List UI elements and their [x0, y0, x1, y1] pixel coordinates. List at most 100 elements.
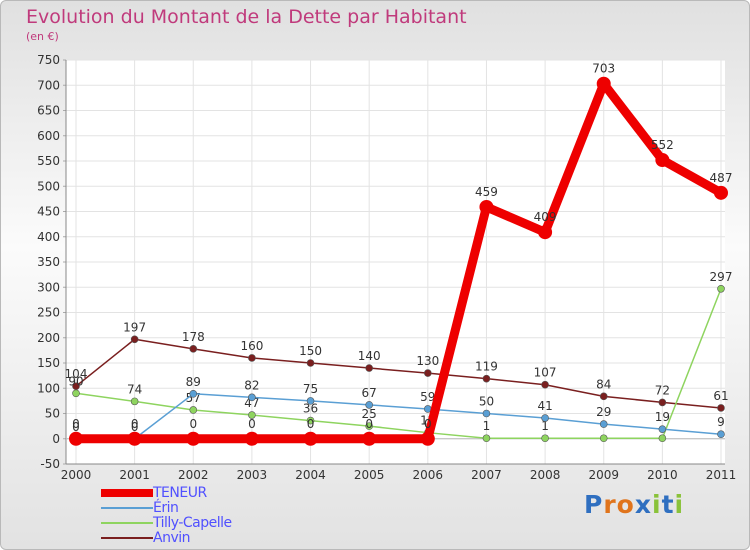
data-point--rin — [482, 409, 491, 418]
y-tick-label: 50 — [45, 407, 60, 421]
data-point-tilly-capelle — [599, 434, 608, 443]
data-label--rin: 19 — [655, 410, 670, 424]
data-point-anvin — [541, 380, 549, 389]
x-tick-label: 2011 — [706, 468, 737, 482]
series-line-anvin — [75, 338, 722, 409]
data-point-anvin — [717, 404, 725, 412]
data-label-anvin: 84 — [596, 377, 611, 391]
data-point--rin — [599, 420, 608, 428]
data-point--rin — [248, 393, 256, 402]
x-tick-label: 2010 — [647, 468, 678, 482]
data-label-anvin: 178 — [182, 330, 205, 344]
x-tick-label: 2005 — [354, 468, 385, 482]
data-point-anvin — [189, 345, 198, 353]
x-tick-label: 2002 — [178, 468, 209, 482]
data-point--rin — [189, 390, 198, 398]
legend-swatch — [101, 522, 153, 524]
data-label-teneur: 0 — [72, 417, 80, 431]
data-label-teneur: 0 — [307, 417, 315, 431]
series-line-teneur — [71, 79, 726, 444]
data-label-anvin: 197 — [123, 320, 146, 334]
data-point-teneur — [303, 431, 318, 446]
data-label-anvin: 61 — [713, 389, 728, 403]
data-label--rin: 89 — [186, 375, 201, 389]
y-tick-label: 0 — [52, 432, 60, 446]
data-point-teneur — [714, 185, 728, 200]
data-point-anvin — [424, 369, 432, 377]
data-label-anvin: 104 — [65, 367, 88, 381]
chart-title: Evolution du Montant de la Dette par Hab… — [26, 6, 467, 28]
x-tick-label: 2004 — [295, 468, 326, 482]
data-point-teneur — [538, 225, 553, 240]
y-tick-label: 700 — [37, 78, 60, 92]
data-label-tilly-capelle: 36 — [303, 402, 318, 416]
data-point-anvin — [482, 374, 491, 383]
y-tick-label: 750 — [37, 53, 60, 67]
legend-label: Tilly-Capelle — [153, 515, 232, 531]
data-point-tilly-capelle — [717, 284, 725, 293]
data-label-anvin: 130 — [416, 354, 439, 368]
x-tick-label: 2001 — [119, 468, 150, 482]
series-line-tilly-capelle — [75, 288, 722, 439]
series-line--rin — [75, 393, 722, 440]
data-point-tilly-capelle — [72, 389, 80, 398]
x-tick-label: 2007 — [471, 468, 502, 482]
data-label-teneur: 552 — [651, 138, 674, 152]
data-label--rin: 0 — [72, 420, 80, 434]
data-point-anvin — [599, 392, 608, 401]
data-label-anvin: 107 — [534, 366, 557, 380]
data-point-anvin — [306, 359, 315, 367]
data-label-anvin: 119 — [475, 360, 498, 374]
x-tick-label: 2000 — [61, 468, 92, 482]
data-label-teneur: 459 — [475, 185, 498, 199]
data-label-teneur: 703 — [592, 62, 615, 76]
data-point-tilly-capelle — [541, 434, 549, 443]
y-tick-label: -50 — [40, 457, 60, 471]
data-label-tilly-capelle: 47 — [244, 396, 259, 410]
data-label-tilly-capelle: 90 — [68, 374, 83, 388]
data-point-tilly-capelle — [130, 397, 139, 406]
data-label--rin: 50 — [479, 395, 494, 409]
y-tick-label: 350 — [37, 255, 60, 269]
data-point-anvin — [365, 364, 373, 372]
data-label--rin: 67 — [362, 386, 377, 400]
y-tick-label: 400 — [37, 230, 60, 244]
data-label-teneur: 487 — [710, 171, 733, 185]
y-tick-label: 150 — [37, 356, 60, 370]
legend-swatch — [101, 507, 153, 509]
data-label-tilly-capelle: 297 — [710, 270, 733, 284]
data-label--rin: 82 — [244, 378, 259, 392]
y-tick-label: 650 — [37, 104, 60, 118]
proxiti-logo: Proxiti — [584, 490, 685, 519]
data-point-teneur — [655, 152, 670, 167]
data-label--rin: 9 — [717, 415, 725, 429]
data-point-teneur — [127, 431, 142, 446]
data-label-anvin: 140 — [358, 349, 381, 363]
y-tick-label: 500 — [37, 179, 60, 193]
data-point--rin — [658, 425, 667, 433]
data-point-teneur — [479, 199, 494, 214]
data-label--rin: 41 — [537, 399, 552, 413]
data-point-teneur — [244, 431, 259, 446]
data-label-tilly-capelle: 1 — [483, 419, 491, 433]
data-label-anvin: 150 — [299, 344, 322, 358]
legend-swatch — [101, 537, 153, 539]
data-label-teneur: 0 — [365, 417, 373, 431]
data-label-teneur: 0 — [131, 417, 139, 431]
y-tick-label: 300 — [37, 280, 60, 294]
data-point--rin — [365, 401, 373, 409]
data-label-tilly-capelle: 1 — [541, 419, 549, 433]
data-label--rin: 75 — [303, 382, 318, 396]
data-label-anvin: 160 — [240, 339, 263, 353]
chart-subtitle: (en €) — [26, 30, 59, 43]
data-label-tilly-capelle: 74 — [127, 382, 142, 396]
data-label--rin: 29 — [596, 405, 611, 419]
legend-label: TENEUR — [153, 485, 207, 501]
data-label-teneur: 409 — [534, 210, 557, 224]
legend-swatch — [101, 489, 153, 497]
data-label-anvin: 72 — [655, 383, 670, 397]
data-label-teneur: 0 — [248, 417, 256, 431]
legend-label: Érin — [153, 500, 179, 516]
